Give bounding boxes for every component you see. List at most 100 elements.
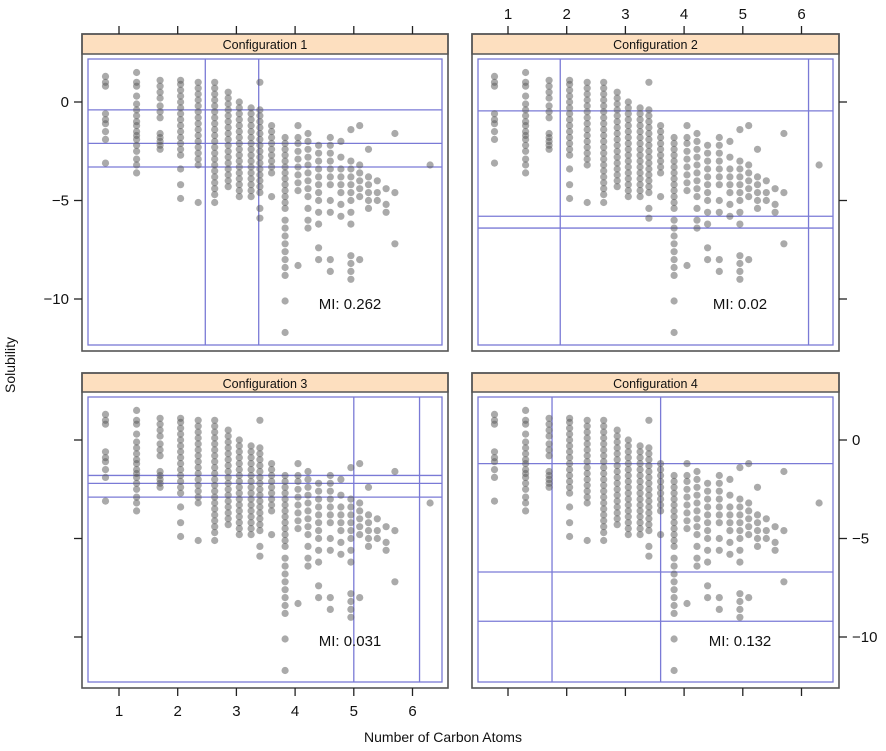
data-point	[545, 102, 553, 110]
data-point	[235, 483, 243, 491]
data-point	[235, 448, 243, 456]
data-point	[693, 216, 701, 224]
data-point	[235, 169, 243, 177]
data-point	[337, 519, 345, 527]
data-point	[194, 422, 202, 430]
data-point	[522, 141, 530, 149]
data-point	[600, 84, 608, 92]
data-point	[281, 169, 289, 177]
data-point	[726, 491, 734, 499]
data-point	[101, 448, 110, 456]
data-point	[522, 100, 530, 108]
data-point	[715, 605, 723, 614]
data-point	[211, 84, 219, 92]
data-point	[268, 460, 276, 468]
data-point	[522, 438, 530, 446]
data-point	[583, 487, 591, 495]
data-point	[566, 430, 574, 438]
data-point	[636, 495, 644, 503]
data-point	[133, 82, 141, 90]
data-point	[736, 464, 744, 472]
data-point	[670, 525, 678, 533]
data-point	[636, 116, 644, 124]
data-point	[600, 143, 608, 151]
data-point	[704, 487, 712, 495]
data-point	[545, 420, 553, 428]
data-point	[235, 193, 243, 201]
data-point	[382, 538, 390, 547]
data-point	[224, 112, 232, 120]
data-point	[566, 477, 574, 485]
data-point	[726, 503, 734, 511]
data-point	[224, 100, 232, 108]
panel-2: MI: 0.02 Configuration 2	[471, 33, 840, 352]
data-point	[490, 135, 499, 143]
data-point	[156, 452, 164, 460]
data-point	[762, 177, 770, 185]
data-point	[156, 76, 164, 84]
data-point	[177, 194, 185, 203]
data-point	[736, 181, 744, 189]
data-point	[693, 523, 701, 531]
data-point	[156, 108, 164, 116]
data-point	[101, 410, 110, 418]
data-point	[600, 464, 608, 472]
data-point	[522, 161, 530, 169]
data-point	[235, 133, 243, 142]
data-point	[211, 131, 219, 140]
data-point	[583, 161, 591, 169]
data-point	[745, 122, 753, 130]
data-point	[753, 181, 762, 189]
data-point	[624, 157, 632, 165]
data-point	[294, 517, 302, 525]
x-tick-label: 2	[174, 703, 182, 720]
data-point	[636, 477, 644, 485]
data-point	[315, 534, 323, 543]
data-point	[326, 534, 334, 543]
data-point	[281, 471, 289, 480]
data-point	[704, 495, 712, 503]
data-point	[583, 78, 591, 86]
data-point	[247, 525, 255, 533]
data-point	[613, 521, 621, 529]
data-point	[315, 173, 323, 181]
data-point	[613, 491, 621, 499]
data-point	[326, 141, 334, 149]
data-point	[657, 466, 665, 474]
data-point	[726, 511, 734, 519]
panel-strip-title: Configuration 4	[613, 377, 698, 391]
data-point	[247, 157, 255, 165]
data-point	[636, 145, 644, 153]
data-point	[347, 189, 355, 197]
data-point	[281, 224, 289, 232]
data-point	[281, 198, 289, 207]
panel-1: MI: 0.262 Configuration 1	[81, 33, 449, 352]
data-point	[101, 128, 110, 136]
data-point	[224, 94, 232, 102]
data-point	[373, 177, 381, 185]
data-point	[133, 141, 141, 149]
data-point	[545, 452, 553, 460]
data-point	[636, 110, 644, 118]
data-point	[304, 153, 312, 161]
data-point	[256, 165, 264, 173]
data-point	[304, 562, 312, 570]
data-point	[211, 78, 219, 86]
data-point	[235, 104, 243, 112]
data-point	[715, 594, 723, 602]
data-point	[745, 169, 753, 177]
data-point	[600, 149, 608, 157]
data-point	[194, 481, 202, 489]
data-point	[704, 503, 712, 511]
data-point	[636, 466, 644, 474]
data-point	[235, 489, 243, 497]
data-point	[194, 469, 202, 478]
data-point	[613, 112, 621, 120]
data-point	[256, 527, 264, 535]
data-point	[613, 165, 621, 173]
data-point	[670, 519, 678, 527]
data-point	[347, 220, 355, 228]
data-point	[247, 495, 255, 503]
data-point	[704, 220, 712, 228]
data-point	[522, 499, 530, 507]
